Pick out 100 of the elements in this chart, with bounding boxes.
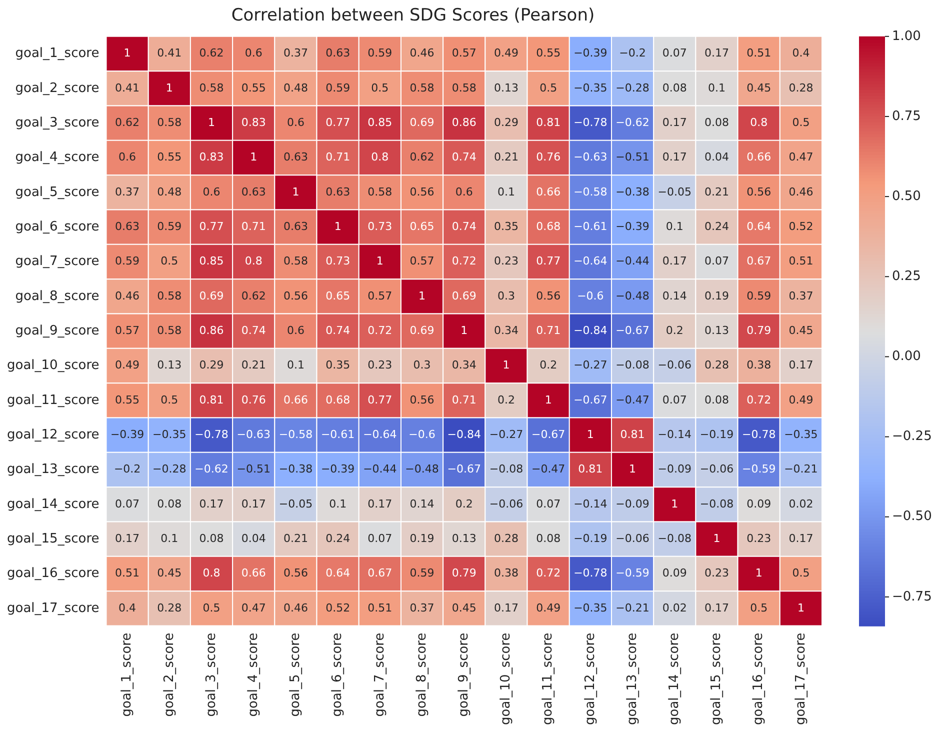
data-label: 1 [124,46,131,60]
data-label: 0.2 [666,324,684,337]
data-label: 0.34 [494,324,518,337]
data-label: 0.69 [410,324,434,337]
x-tick-label: goal_17_score [793,632,808,726]
x-tick-label: goal_9_score [456,632,472,717]
data-label: 0.13 [494,81,518,94]
data-label: 0.73 [326,254,350,268]
data-label: −0.62 [194,462,228,476]
data-label: 0.81 [199,393,224,406]
data-label: 0.77 [368,393,392,406]
data-label: 1 [376,254,384,268]
data-label: −0.39 [320,462,355,476]
data-label: 0.81 [578,462,603,476]
data-label: 0.5 [540,81,558,94]
data-label: −0.06 [489,497,524,510]
data-label: 0.62 [199,46,224,60]
data-label: −0.09 [658,462,692,476]
data-label: 0.56 [283,566,308,580]
data-label: 0.17 [115,532,140,545]
data-label: 0.47 [241,601,266,614]
data-label: 0.62 [115,116,140,129]
data-label: 0.73 [368,220,392,233]
data-label: 0.8 [371,150,389,164]
data-label: 0.69 [199,289,224,302]
data-label: 0.67 [746,254,772,268]
data-label: −0.51 [616,150,650,164]
x-tick-label: goal_7_score [372,632,388,717]
data-label: 0.63 [115,220,140,233]
data-label: −0.28 [616,81,650,94]
data-label: 0.63 [326,185,350,198]
data-label: 0.8 [750,116,768,129]
data-label: −0.28 [152,462,186,476]
data-label: 0.2 [497,393,515,406]
data-label: −0.21 [784,462,818,476]
data-label: 0.21 [704,185,729,198]
data-label: 0.62 [410,150,434,164]
data-label: −0.19 [574,532,608,545]
data-label: 0.59 [368,46,392,60]
data-label: 0.51 [746,46,772,60]
data-label: 0.48 [157,185,182,198]
x-tick-label: goal_11_score [540,632,556,726]
data-label: 0.17 [788,532,814,545]
data-label: 0.57 [368,289,392,302]
y-tick-label: goal_2_score [15,80,100,96]
data-label: 0.17 [241,497,266,510]
data-label: −0.35 [784,428,818,441]
data-label: 0.74 [241,324,266,337]
data-label: 1 [502,358,510,372]
data-label: 0.72 [536,566,561,580]
data-label: 0.59 [410,566,434,580]
data-label: 0.09 [746,497,772,510]
data-label: 0.29 [199,358,224,372]
data-label: −0.08 [616,358,650,372]
data-label: 0.58 [157,116,182,129]
data-label: 0.17 [662,150,687,164]
data-label: 0.71 [452,393,476,406]
data-label: 0.08 [536,532,561,545]
data-label: 0.17 [662,116,687,129]
data-label: 0.55 [115,393,140,406]
data-label: 0.38 [746,358,772,372]
x-tick-label: goal_6_score [330,632,346,717]
data-label: 0.5 [792,566,810,580]
data-label: 0.62 [241,289,266,302]
data-label: −0.48 [616,289,650,302]
data-label: 0.13 [157,358,182,372]
y-tick-label: goal_16_score [6,566,100,582]
data-label: 1 [418,289,426,302]
data-label: 0.08 [157,497,182,510]
data-label: −0.05 [278,497,313,510]
data-label: −0.61 [320,428,355,441]
data-label: 1 [629,462,636,476]
data-label: 0.56 [410,393,434,406]
data-label: 0.04 [704,150,729,164]
data-label: 0.3 [497,289,515,302]
data-label: 0.58 [283,254,308,268]
data-label: 0.69 [410,116,434,129]
data-label: 0.58 [157,324,182,337]
data-label: −0.78 [742,428,776,441]
data-label: 0.08 [662,81,687,94]
y-tick-label: goal_8_score [15,288,100,304]
data-label: −0.63 [574,150,608,164]
data-label: 1 [544,393,552,406]
data-label: 0.38 [494,566,518,580]
data-label: −0.78 [574,116,608,129]
data-label: 0.83 [241,116,266,129]
data-label: 0.1 [329,497,347,510]
data-label: 0.57 [410,254,434,268]
data-label: −0.05 [658,185,692,198]
data-label: 0.13 [452,532,476,545]
x-tick-label: goal_14_score [667,632,682,726]
data-label: 1 [208,116,216,129]
y-tick-label: goal_12_score [6,427,100,442]
data-label: 0.5 [371,81,389,94]
data-label: 0.1 [708,81,726,94]
data-label: 0.71 [536,324,561,337]
color-bar-label: −0.50 [892,509,932,524]
color-bar-label: 0.00 [892,349,921,364]
data-label: 0.79 [452,566,476,580]
data-label: 0.08 [704,116,729,129]
